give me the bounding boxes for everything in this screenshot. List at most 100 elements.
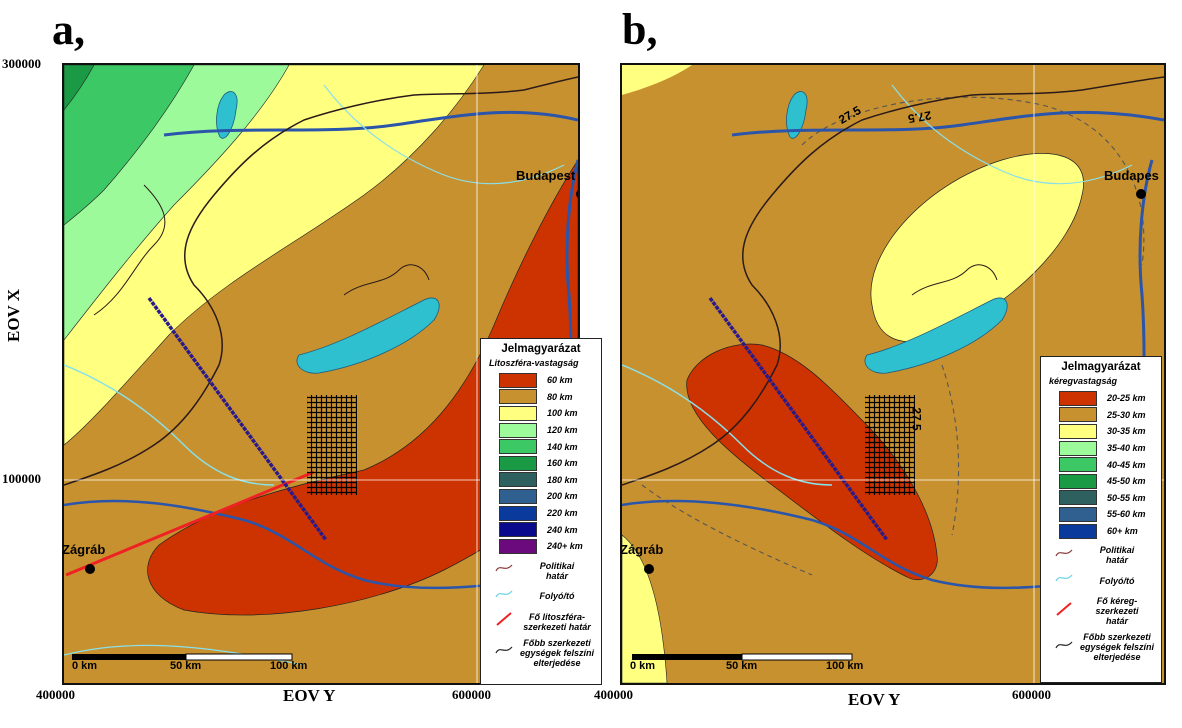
legend-a-symbol-row: Fő litoszféra-szerkezeti határ <box>481 612 601 632</box>
y-tick-300000: 300000 <box>2 56 41 71</box>
legend-b-class-row: 20-25 km <box>1041 390 1161 407</box>
legend-a-symbol-icon <box>481 643 513 662</box>
legend-b-symbol-icon <box>1041 571 1073 590</box>
legend-b-symbols: Politikai határ Folyó/tó Fő kéreg-szerkezet… <box>1041 545 1161 662</box>
scale-label-50-a: 50 km <box>170 660 202 672</box>
legend-a-class-row: 200 km <box>481 488 601 505</box>
legend-b-class-label: 55-60 km <box>1107 509 1146 520</box>
legend-a-symbol-icon <box>481 612 513 631</box>
city-label-budapest-b: Budapes <box>1104 168 1159 183</box>
legend-a-title: Jelmagyarázat <box>501 343 581 355</box>
legend-a-subtitle: Litoszféra-vastagság <box>489 358 579 368</box>
legend-b-symbol-label: Politikai határ <box>1099 545 1135 566</box>
legend-b-class-row: 25-30 km <box>1041 407 1161 424</box>
legend-a-symbols: Politikai határ Folyó/tó Fő litoszféra-szer… <box>481 561 601 668</box>
x-axis-title-a: EOV Y <box>283 686 336 705</box>
legend-a-symbol-label: Politikai határ <box>539 560 575 581</box>
legend-a-class-row: 160 km <box>481 455 601 472</box>
river-raba <box>323 84 565 185</box>
y-axis-title: EOV X <box>4 288 23 342</box>
legend-a-class-row: 140 km <box>481 438 601 455</box>
legend-b-subtitle: kéregvastagság <box>1049 376 1118 386</box>
city-label-zagrab-b: Zágráb <box>620 542 664 557</box>
contour-27-5-sw <box>641 484 813 576</box>
legend-a-swatch <box>499 405 537 421</box>
legend-a-swatch <box>499 372 537 388</box>
legend-b-symbol-row: Fő kéreg-szerkezeti határ <box>1041 596 1161 626</box>
city-label-zagrab-a: Zágráb <box>62 542 106 557</box>
legend-a-class-label: 240 km <box>547 524 578 535</box>
station-cluster <box>307 395 357 495</box>
scale-label-100-b: 100 km <box>826 660 864 672</box>
legend-b-class-label: 20-25 km <box>1107 393 1146 404</box>
city-label-budapest-a: Budapest <box>516 168 576 183</box>
structural-outline-1 <box>343 264 430 296</box>
legend-b-swatch <box>1059 440 1097 456</box>
x-axis-title-b: EOV Y <box>848 690 901 709</box>
legend-b-symbol-icon <box>1041 602 1073 621</box>
legend-a-class-label: 200 km <box>547 491 578 502</box>
legend-a-class-row: 220 km <box>481 505 601 522</box>
legend-b-class-label: 30-35 km <box>1107 426 1146 437</box>
political-border <box>64 76 578 486</box>
legend-a-class-label: 240+ km <box>547 541 583 552</box>
legend-b-class-label: 45-50 km <box>1107 476 1146 487</box>
legend-a-swatch <box>499 422 537 438</box>
scale-label-0-b: 0 km <box>630 660 656 672</box>
city-dot-zagrab-b <box>644 564 654 574</box>
y-tick-100000: 100000 <box>2 471 41 486</box>
legend-a-class-row: 80 km <box>481 389 601 406</box>
legend-a-class-row: 60 km <box>481 372 601 389</box>
legend-b-symbol-label: Főbb szerkezeti egységek felszíni elterjed… <box>1079 632 1155 663</box>
legend-b-symbol-icon <box>1041 638 1073 657</box>
lake-balaton <box>296 297 440 374</box>
legend-b-classes: 20-25 km 25-30 km 30-35 km 35-40 km 40-45 km… <box>1041 390 1161 539</box>
city-dot-budapest <box>576 190 578 198</box>
zone-160km <box>64 65 95 111</box>
legend-b-title: Jelmagyarázat <box>1061 361 1141 373</box>
legend-a-class-label: 180 km <box>547 474 578 485</box>
legend-b-swatch <box>1059 490 1097 506</box>
legend-b-symbol-icon <box>1041 546 1073 565</box>
scale-label-0-a: 0 km <box>72 660 98 672</box>
legend-a-classes: 60 km 80 km 100 km 120 km 140 km 160 km 180 km… <box>481 372 601 555</box>
legend-b-class-label: 50-55 km <box>1107 492 1146 503</box>
legend-a-class-label: 160 km <box>547 458 578 469</box>
political-border-b <box>622 76 1164 486</box>
legend-b-class-row: 60+ km <box>1041 523 1161 540</box>
legend-b-symbol-label: Folyó/tó <box>1099 575 1135 586</box>
legend-b-class-label: 25-30 km <box>1107 409 1146 420</box>
scale-label-50-b: 50 km <box>726 660 758 672</box>
legend-b-class-row: 45-50 km <box>1041 473 1161 490</box>
main-boundary-line <box>65 470 315 577</box>
lake-ferto <box>216 91 238 139</box>
river-drava <box>64 499 545 590</box>
panel-b-letter: b, <box>622 5 658 54</box>
river-danube-north <box>163 110 578 137</box>
panel-a-letter: a, <box>52 5 85 54</box>
legend-b-symbol-row: Folyó/tó <box>1041 571 1161 590</box>
legend-a-swatch <box>499 505 537 521</box>
legend-b-symbol-label: Fő kéreg-szerkezeti határ <box>1095 596 1139 627</box>
scale-bar-black-b <box>632 654 742 660</box>
river-mura <box>64 364 275 486</box>
legend-a-symbol-row: Folyó/tó <box>481 587 601 606</box>
legend-a-symbol-row: Politikai határ <box>481 561 601 581</box>
lake-balaton-b <box>864 297 1008 374</box>
structural-outline-b1 <box>911 264 998 296</box>
scale-bar-white <box>185 653 293 661</box>
legend-a-symbol-label: Főbb szerkezeti egységek felszíni elterjed… <box>519 637 595 668</box>
legend-b-class-label: 35-40 km <box>1107 443 1146 454</box>
legend-b-symbol-row: Főbb szerkezeti egységek felszíni elterjed… <box>1041 632 1161 662</box>
legend-a-class-row: 240 km <box>481 521 601 538</box>
legend-a-symbol-icon <box>481 561 513 580</box>
legend-a-class-row: 180 km <box>481 472 601 489</box>
river-drava-b <box>622 499 1113 590</box>
river-mura-b <box>622 364 833 486</box>
scale-label-100-a: 100 km <box>270 660 308 672</box>
legend-a-class-label: 220 km <box>547 508 578 519</box>
legend-b-class-row: 35-40 km <box>1041 440 1161 457</box>
legend-a-class-label: 60 km <box>547 375 573 386</box>
legend-a-swatch <box>499 439 537 455</box>
legend-a-symbol-icon <box>481 587 513 606</box>
